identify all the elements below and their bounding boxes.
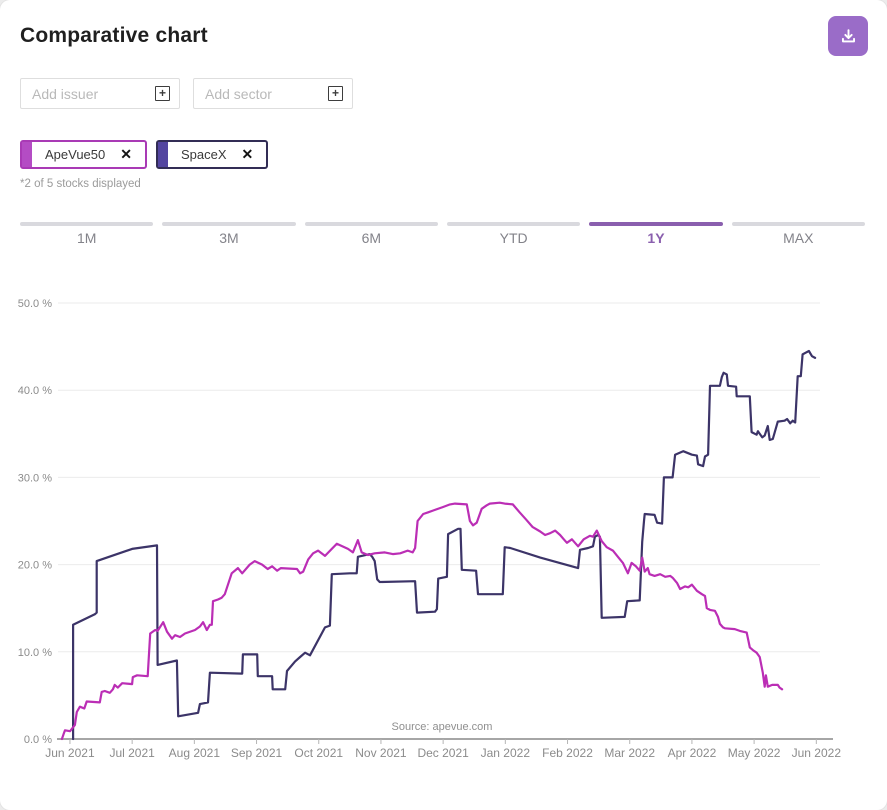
tab-indicator-bar — [304, 222, 438, 226]
tab-ytd[interactable]: YTD — [446, 222, 581, 246]
tab-1m[interactable]: 1M — [20, 222, 154, 246]
chart-text: May 2022 — [728, 746, 781, 760]
chart-text: Jun 2022 — [792, 746, 842, 760]
chart-text: 0.0 % — [24, 734, 52, 746]
add-sector-input[interactable] — [203, 84, 319, 103]
add-sector-plus-icon[interactable]: + — [328, 86, 343, 101]
chart-text: 30.0 % — [18, 472, 52, 484]
chart-text: 20.0 % — [18, 560, 52, 572]
download-button[interactable] — [828, 16, 868, 56]
stocks-displayed-caption: *2 of 5 stocks displayed — [20, 178, 141, 190]
tab-label: YTD — [499, 230, 528, 246]
download-icon — [839, 27, 858, 46]
stock-chip-apevue50: ApeVue50 ✕ — [20, 140, 147, 169]
chart-text: 50.0 % — [18, 298, 52, 310]
tab-label: MAX — [783, 230, 814, 246]
tab-1y[interactable]: 1Y — [589, 222, 723, 246]
chart-text: 40.0 % — [18, 385, 52, 397]
filter-row: + + — [20, 78, 353, 109]
chart-text: Sep 2021 — [231, 746, 283, 760]
chart-text: Apr 2022 — [668, 746, 717, 760]
tab-indicator-bar — [731, 222, 865, 226]
add-sector-field[interactable]: + — [193, 78, 353, 109]
chip-close-icon[interactable]: ✕ — [120, 146, 132, 162]
spacex-series-line — [71, 349, 817, 741]
chart-text: Feb 2022 — [542, 746, 593, 760]
apevue50-series-line — [60, 501, 784, 741]
add-issuer-input[interactable] — [30, 84, 146, 103]
chart-text: Jun 2021 — [45, 746, 95, 760]
chart-text: Dec 2021 — [417, 746, 469, 760]
tab-indicator-bar — [162, 222, 296, 226]
tab-max[interactable]: MAX — [731, 222, 865, 246]
tab-indicator-bar — [20, 222, 154, 226]
chart-text: Source: apevue.com — [392, 721, 493, 733]
add-issuer-field[interactable]: + — [20, 78, 180, 109]
chart-text: Mar 2022 — [604, 746, 655, 760]
tab-6m[interactable]: 6M — [304, 222, 438, 246]
chart-text: Aug 2021 — [169, 746, 221, 760]
chip-label: ApeVue50 — [45, 147, 106, 162]
tab-label: 1Y — [647, 230, 665, 246]
selected-stocks: ApeVue50 ✕ SpaceX ✕ — [20, 140, 269, 169]
page-title: Comparative chart — [20, 24, 208, 47]
tab-indicator-bar — [446, 222, 581, 226]
tab-3m[interactable]: 3M — [162, 222, 296, 246]
chart-text: Jan 2022 — [481, 746, 531, 760]
chip-color-bar — [157, 142, 168, 167]
chart-text: 10.0 % — [18, 647, 52, 659]
tab-label: 6M — [361, 230, 382, 246]
chart-area: 0.0 % 10.0 % 20.0 % 30.0 % 40.0 % 50.0 % Jun 2… — [0, 281, 887, 781]
tab-indicator-bar — [589, 222, 723, 226]
chip-close-icon[interactable]: ✕ — [241, 146, 254, 162]
tab-label: 1M — [76, 230, 97, 246]
time-range-tabs: 1M 3M 6M YTD 1Y MAX — [20, 222, 865, 246]
add-issuer-plus-icon[interactable]: + — [155, 86, 170, 101]
stock-chip-spacex: SpaceX ✕ — [155, 140, 269, 169]
chart-text: Nov 2021 — [355, 746, 407, 760]
chip-color-bar — [22, 142, 32, 167]
tab-label: 3M — [219, 230, 239, 246]
chip-label: SpaceX — [180, 147, 227, 162]
chart-text: Oct 2021 — [294, 746, 343, 760]
chart-text: Jul 2021 — [109, 746, 155, 760]
comparative-chart[interactable]: 0.0 % 10.0 % 20.0 % 30.0 % 40.0 % 50.0 % Jun 2… — [0, 281, 887, 781]
